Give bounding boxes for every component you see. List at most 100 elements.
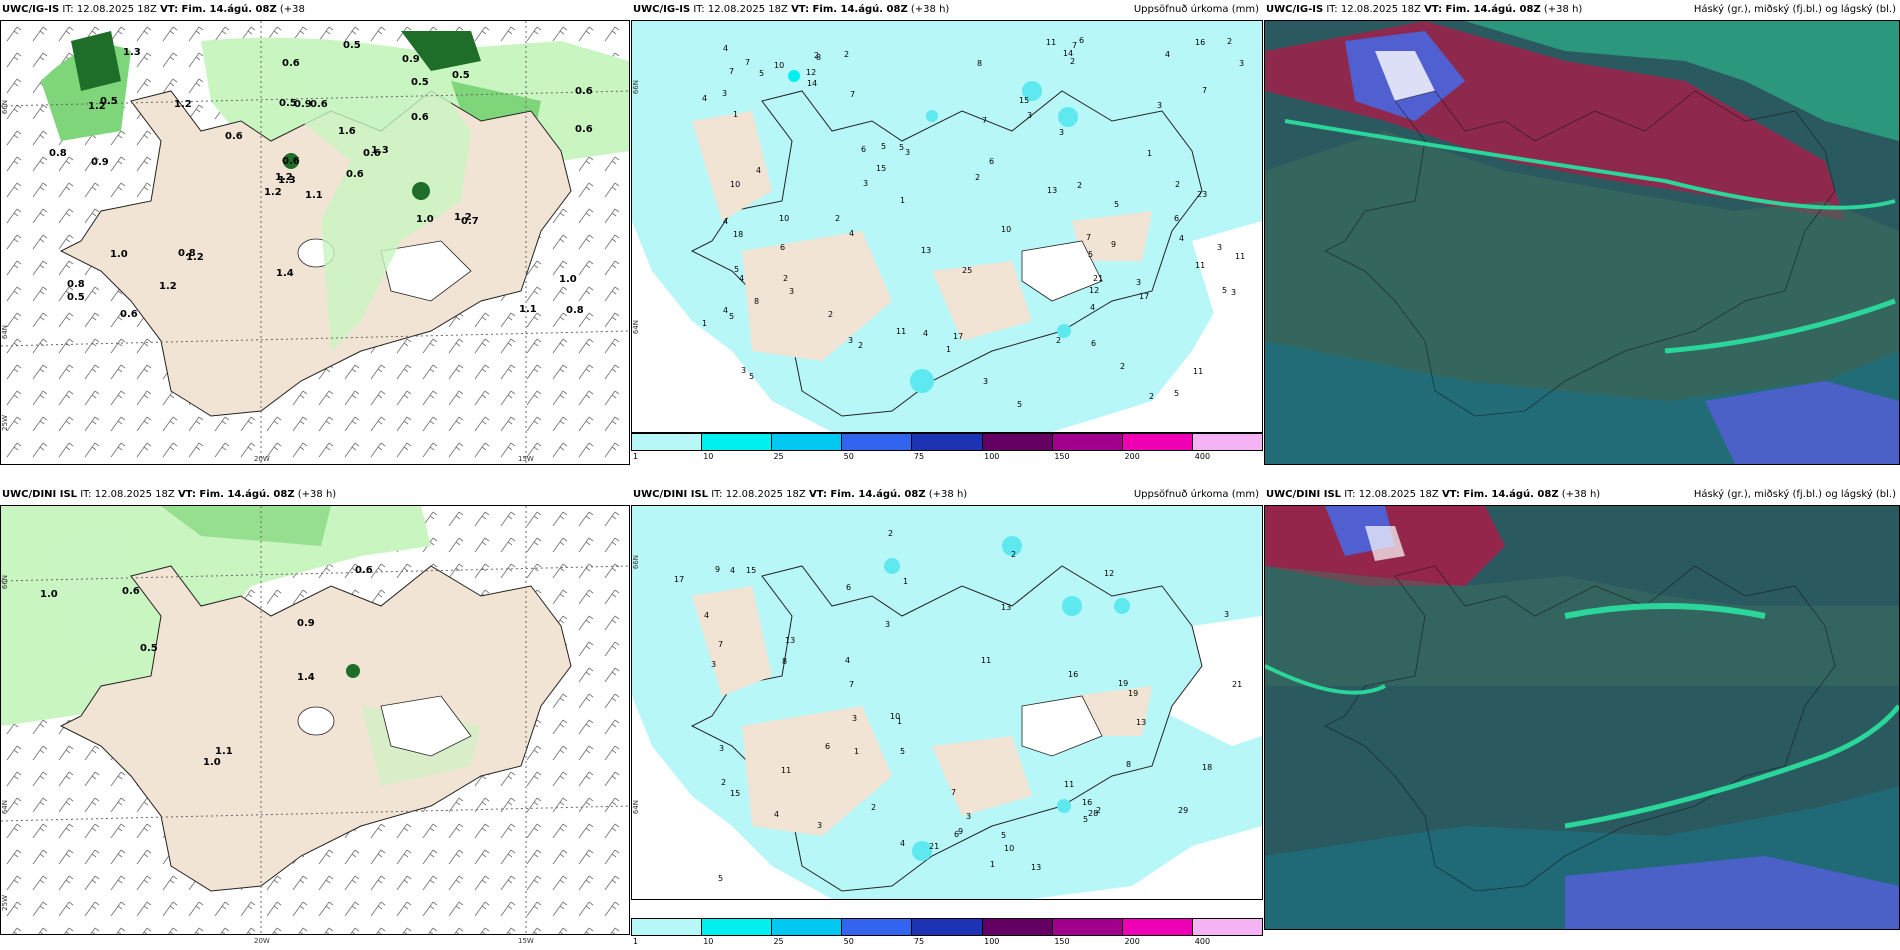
value-label: 0.6	[225, 131, 243, 142]
value-label: 13	[785, 636, 795, 645]
value-label: 1	[733, 110, 738, 119]
value-label: 1.0	[40, 589, 58, 600]
model-name: UWC/IG-IS	[633, 4, 691, 15]
value-label: 9	[958, 827, 963, 836]
colorbar-label: 100	[984, 452, 1000, 461]
value-label: 7	[745, 58, 750, 67]
value-label: 7	[729, 67, 734, 76]
precip-wind-map: 1.1 1.2 1.3 0.8 0.6 1.2 0.9 0.6 0.5 0.6 1.3 0.8 0.9 0…	[0, 20, 630, 465]
value-label: 2	[721, 778, 726, 787]
value-label: 12	[806, 68, 816, 77]
panel-header: UWC/DINI ISL IT: 12.08.2025 18Z VT: Fim.…	[0, 485, 630, 505]
value-label: 5	[1088, 250, 1093, 259]
panel-top-middle: UWC/IG-IS IT: 12.08.2025 18Z VT: Fim. 14…	[631, 0, 1263, 465]
colorbar-swatch	[1192, 919, 1262, 935]
value-label: 1.1	[519, 304, 537, 315]
value-label: 9	[1111, 240, 1116, 249]
lat-label-25w: 25W	[1, 415, 9, 431]
iceland-landmass	[1324, 90, 1836, 417]
panel-top-left: UWC/IG-IS IT: 12.08.2025 18Z VT: Fim. 14…	[0, 0, 630, 465]
value-label: 7	[1086, 233, 1091, 242]
valid-time: VT: Fim. 14.ágú. 08Z	[160, 4, 277, 15]
colorbar-label: 10	[703, 937, 714, 946]
value-label: 5	[749, 372, 754, 381]
value-label: 1	[900, 196, 905, 205]
value-label: 4	[739, 274, 744, 283]
value-label: 12	[1104, 569, 1114, 578]
lead-time: (+38 h)	[1543, 4, 1583, 15]
lat-label-64n: 64N	[632, 320, 640, 335]
value-label: 2	[1070, 57, 1075, 66]
value-label: 17	[953, 332, 963, 341]
value-label: 1.1	[215, 746, 233, 757]
value-label: 15	[746, 566, 756, 575]
value-label: 1.3	[371, 145, 389, 156]
value-label: 3	[848, 336, 853, 345]
value-label: 2	[1227, 37, 1232, 46]
value-label: 5	[881, 142, 886, 151]
value-label: 0.9	[402, 54, 420, 65]
colorbar-swatch	[842, 919, 913, 935]
value-label: 13	[1047, 186, 1057, 195]
model-name: UWC/IG-IS	[2, 4, 60, 15]
value-label: 2	[1056, 336, 1061, 345]
value-label: 17	[674, 575, 684, 584]
value-label: 3	[1224, 610, 1229, 619]
lon-label-15w: 15W	[518, 937, 534, 945]
value-label: 10	[1001, 225, 1011, 234]
colorbar-swatch	[632, 919, 703, 935]
value-label: 19	[1128, 689, 1138, 698]
value-label: 1.2	[275, 172, 293, 183]
value-label: 2	[1120, 362, 1125, 371]
value-label: 1.0	[110, 249, 128, 260]
value-label: 0.8	[566, 305, 584, 316]
value-label: 2	[975, 173, 980, 182]
value-label: 3	[1217, 243, 1222, 252]
value-label: 5	[1114, 200, 1119, 209]
value-label: 4	[923, 329, 928, 338]
model-name: UWC/DINI ISL	[633, 489, 709, 500]
value-label: 13	[1136, 718, 1146, 727]
lat-label-66n: 66N	[1, 575, 9, 590]
value-label: 0.5	[100, 96, 118, 107]
value-label: 7	[1072, 41, 1077, 50]
value-label: 25	[962, 266, 972, 275]
lat-label-64n: 64N	[632, 800, 640, 815]
value-label: 4	[1090, 303, 1095, 312]
value-label: 8	[816, 53, 821, 62]
lead-time: (+38 h)	[1561, 489, 1601, 500]
value-label: 4	[756, 166, 761, 175]
colorbar-swatch	[842, 434, 913, 450]
value-label: 15	[876, 164, 886, 173]
value-label: 0.5	[279, 98, 297, 109]
value-label: 3	[719, 744, 724, 753]
value-label: 2	[871, 803, 876, 812]
colorbar: 1 10 25 50 75 100 150 200 400	[631, 918, 1263, 950]
value-label: 1	[1147, 149, 1152, 158]
value-label: 7	[1202, 86, 1207, 95]
value-label: 2	[1149, 392, 1154, 401]
value-label: 8	[754, 297, 759, 306]
value-label: 3	[1239, 59, 1244, 68]
value-label: 0.8	[67, 279, 85, 290]
value-label: 10	[890, 712, 900, 721]
issue-time: IT: 12.08.2025 18Z	[1344, 489, 1439, 500]
colorbar-label: 25	[773, 452, 784, 461]
value-label: 29	[1178, 806, 1188, 815]
value-label: 1.2	[159, 281, 177, 292]
lead-time: (+38 h)	[928, 489, 968, 500]
value-label: 7	[849, 680, 854, 689]
value-label: 2	[1077, 181, 1082, 190]
value-label: 8	[782, 657, 787, 666]
value-label: 3	[1157, 101, 1162, 110]
value-label: 4	[900, 839, 905, 848]
value-label: 4	[730, 566, 735, 575]
value-label: 21	[929, 842, 939, 851]
value-label: 5	[900, 747, 905, 756]
value-label: 4	[774, 810, 779, 819]
colorbar-label: 75	[913, 937, 925, 946]
value-label: 21	[1093, 274, 1103, 283]
accum-precip-map: 5 4 3 8 3 2 5 2 6 5 3 4 7 11 11 23 25 10 5 3 2 4 3 11 11 12 21 18 14…	[631, 20, 1263, 433]
value-label: 3	[722, 89, 727, 98]
colorbar-label: 200	[1124, 452, 1140, 461]
